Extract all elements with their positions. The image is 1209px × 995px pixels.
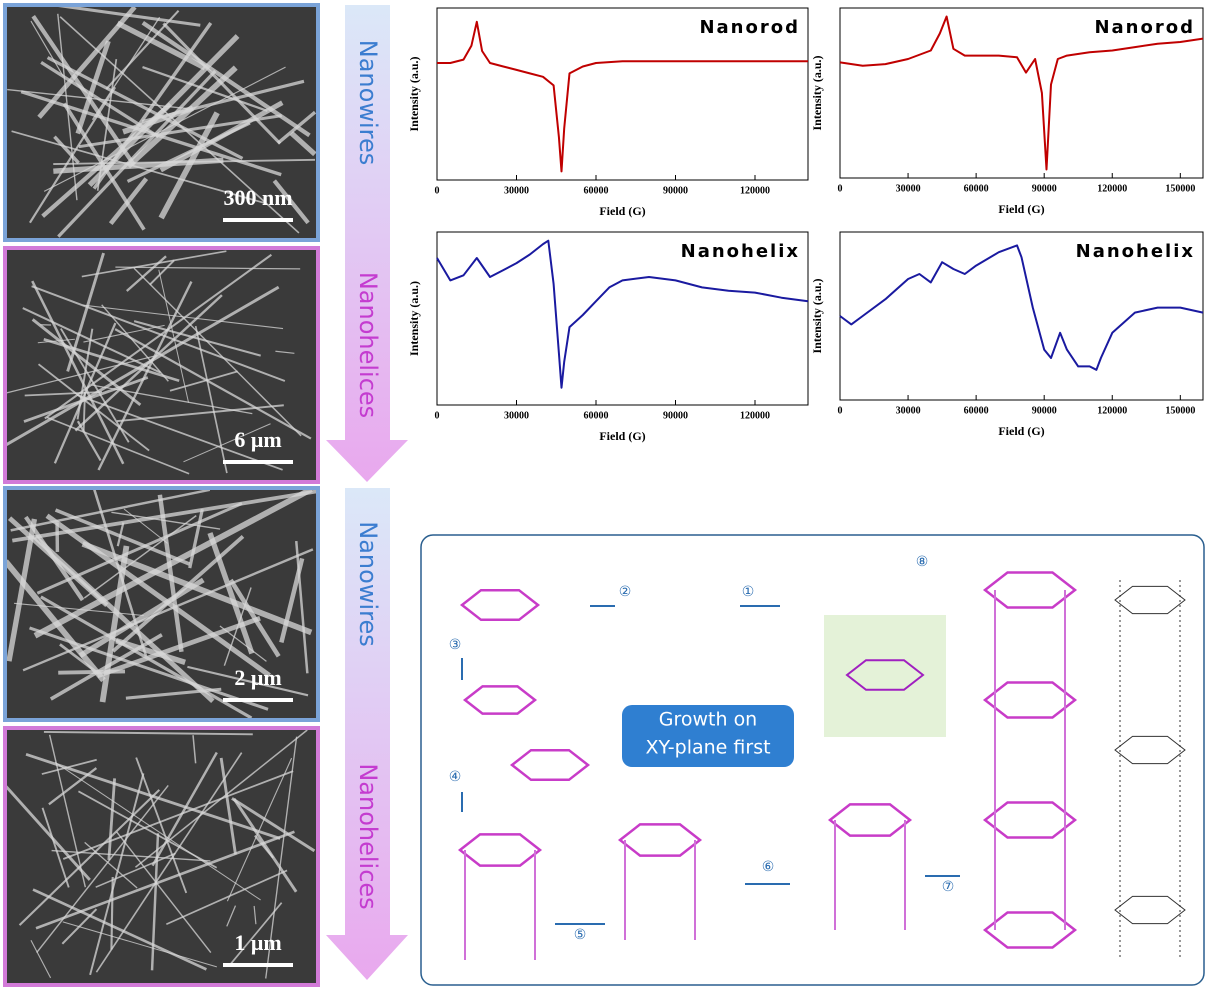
y-axis-label: Intensity (a.u.) <box>407 56 421 131</box>
x-tick-label: 60000 <box>584 410 609 421</box>
callout: Growth on <box>659 709 757 731</box>
step-number: ④ <box>449 769 462 785</box>
x-tick-label: 0 <box>838 405 843 416</box>
x-tick-label: 150000 <box>1165 183 1195 194</box>
x-tick-label: 150000 <box>1165 405 1195 416</box>
figure: Growth on XY-plane first 300 nm Nanowires… <box>0 0 1209 990</box>
x-tick-label: 30000 <box>504 410 529 421</box>
callout: XY-plane first <box>645 737 770 759</box>
vertical-label: Nanohelices <box>354 763 382 909</box>
x-tick-label: 30000 <box>504 185 529 196</box>
scale-bar-label: 300 nm <box>223 185 292 210</box>
scale-bar-label: 6 μm <box>234 427 281 452</box>
chart-title: Nanohelix <box>1076 241 1195 262</box>
x-tick-label: 120000 <box>740 410 770 421</box>
y-axis-label: Intensity (a.u.) <box>407 281 421 356</box>
scale-bar-label: 2 μm <box>234 665 281 690</box>
chart-title: Nanorod <box>699 17 800 38</box>
data-line <box>437 22 808 172</box>
x-tick-label: 0 <box>435 185 440 196</box>
step-number: ② <box>619 584 632 600</box>
x-tick-label: 60000 <box>964 405 989 416</box>
x-tick-label: 90000 <box>1032 405 1057 416</box>
inset <box>824 615 946 737</box>
x-tick-label: 0 <box>838 183 843 194</box>
x-axis-label: Field (G) <box>599 429 645 443</box>
vertical-label: Nanowires <box>354 40 382 165</box>
x-tick-label: 60000 <box>964 183 989 194</box>
x-tick-label: 120000 <box>740 185 770 196</box>
step-number: ① <box>742 584 755 600</box>
vertical-label: Nanohelices <box>354 272 382 418</box>
step-number: ③ <box>449 637 462 653</box>
x-tick-label: 60000 <box>584 185 609 196</box>
step-number: ⑤ <box>574 927 587 943</box>
x-tick-label: 90000 <box>663 410 688 421</box>
scale-bar-label: 1 μm <box>234 930 281 955</box>
x-axis-label: Field (G) <box>599 204 645 218</box>
vertical-label: Nanowires <box>354 521 382 646</box>
fiber <box>84 392 85 431</box>
x-tick-label: 120000 <box>1097 183 1127 194</box>
diagram-frame <box>421 535 1204 985</box>
data-line <box>437 241 808 388</box>
data-line <box>840 17 1203 170</box>
x-axis-label: Field (G) <box>998 424 1044 438</box>
step-number: ⑦ <box>942 879 955 895</box>
x-tick-label: 90000 <box>1032 183 1057 194</box>
step-number: ⑥ <box>762 859 775 875</box>
x-tick-label: 90000 <box>663 185 688 196</box>
y-axis-label: Intensity (a.u.) <box>810 55 824 130</box>
x-axis-label: Field (G) <box>998 202 1044 216</box>
step-number: ⑧ <box>916 554 929 570</box>
x-tick-label: 30000 <box>896 405 921 416</box>
chart-title: Nanorod <box>1094 17 1195 38</box>
x-tick-label: 0 <box>435 410 440 421</box>
data-line <box>840 245 1203 369</box>
y-axis-label: Intensity (a.u.) <box>810 278 824 353</box>
x-tick-label: 120000 <box>1097 405 1127 416</box>
x-tick-label: 30000 <box>896 183 921 194</box>
chart-title: Nanohelix <box>681 241 800 262</box>
